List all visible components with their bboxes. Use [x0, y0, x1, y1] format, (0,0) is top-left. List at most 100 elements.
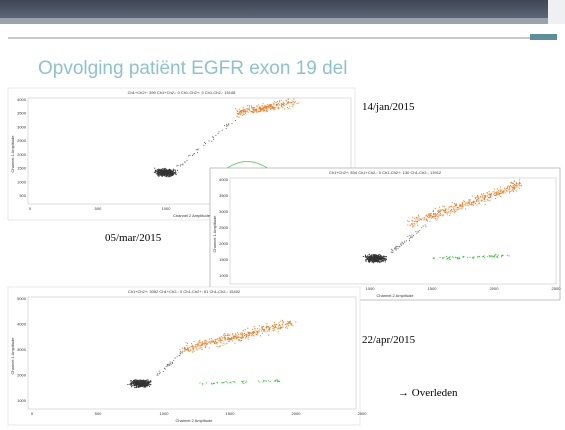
droplet: [198, 340, 200, 342]
droplet: [380, 255, 382, 256]
droplet: [268, 107, 270, 109]
droplet: [516, 185, 518, 187]
droplet: [368, 259, 370, 261]
droplet: [224, 343, 226, 345]
droplet: [234, 381, 235, 383]
droplet: [147, 383, 149, 385]
droplet: [515, 184, 517, 186]
y-axis-label: Channel 1 Amplitude: [212, 215, 217, 253]
droplet: [149, 385, 150, 387]
droplet: [369, 261, 371, 262]
droplet: [289, 321, 291, 323]
droplet: [243, 113, 245, 115]
droplet: [420, 218, 422, 220]
droplet: [138, 382, 140, 384]
droplet: [253, 335, 255, 337]
droplet: [422, 225, 424, 227]
droplet: [266, 110, 268, 112]
droplet: [288, 321, 290, 323]
droplet: [212, 136, 214, 138]
plot: Ch1+Ch2+: 3052 Ch1+Ch2-: 0 Ch1-Ch2+: 51 …: [7, 286, 367, 426]
droplet: [172, 169, 174, 171]
droplet: [134, 381, 136, 383]
droplet: [160, 170, 162, 172]
droplet: [414, 217, 416, 219]
droplet: [220, 340, 222, 342]
droplet: [489, 193, 490, 195]
droplet: [264, 105, 266, 107]
droplet: [212, 137, 214, 138]
droplet: [225, 335, 227, 336]
droplet: [201, 343, 203, 345]
droplet: [144, 385, 146, 387]
droplet: [139, 383, 141, 385]
droplet: [472, 204, 474, 205]
droplet: [190, 349, 192, 351]
droplet: [170, 169, 172, 171]
droplet: [226, 125, 228, 127]
droplet: [247, 331, 249, 333]
droplet: [438, 215, 440, 217]
droplet: [510, 182, 512, 184]
droplet: [455, 256, 457, 258]
droplet: [267, 334, 269, 336]
droplet: [147, 384, 149, 386]
droplet: [158, 175, 160, 177]
droplet: [467, 205, 469, 207]
droplet: [166, 364, 168, 366]
droplet: [184, 348, 186, 350]
droplet: [295, 321, 297, 323]
droplet: [227, 334, 228, 336]
droplet: [478, 255, 480, 257]
droplet: [161, 174, 163, 176]
droplet: [508, 192, 510, 194]
droplet: [431, 217, 433, 219]
top-band: [0, 18, 565, 24]
droplet: [383, 256, 385, 258]
droplet: [449, 258, 450, 260]
droplet: [236, 116, 238, 118]
droplet: [367, 257, 369, 259]
droplet: [254, 108, 256, 110]
droplet: [247, 332, 249, 334]
droplet: [251, 110, 253, 112]
droplet: [228, 124, 230, 126]
droplet: [158, 174, 160, 176]
droplet: [280, 320, 282, 322]
droplet: [267, 105, 269, 107]
droplet: [369, 257, 371, 259]
droplet: [159, 169, 160, 171]
droplet: [488, 191, 490, 193]
droplet: [413, 235, 414, 237]
droplet: [425, 226, 427, 228]
droplet: [518, 183, 520, 185]
droplet: [513, 186, 515, 188]
droplet: [249, 335, 250, 337]
droplet: [482, 256, 484, 258]
droplet: [240, 332, 242, 334]
droplet: [266, 107, 268, 108]
droplet: [146, 384, 148, 386]
droplet: [180, 164, 182, 166]
droplet: [193, 153, 195, 155]
droplet: [135, 383, 137, 385]
droplet: [216, 342, 218, 344]
droplet: [243, 111, 245, 113]
droplet: [379, 261, 381, 263]
droplet: [248, 109, 250, 110]
droplet: [130, 384, 132, 386]
droplet: [437, 210, 439, 212]
droplet: [272, 106, 274, 108]
droplet: [415, 217, 417, 219]
droplet: [144, 384, 146, 386]
droplet: [157, 170, 159, 172]
y-tick-label: 3500: [17, 111, 27, 116]
droplet: [464, 201, 465, 202]
droplet: [447, 257, 449, 259]
droplet: [428, 213, 430, 215]
droplet: [476, 199, 478, 201]
droplet: [519, 179, 521, 181]
droplet: [379, 256, 381, 258]
y-tick-label: 4000: [17, 97, 27, 102]
droplet: [384, 258, 386, 260]
